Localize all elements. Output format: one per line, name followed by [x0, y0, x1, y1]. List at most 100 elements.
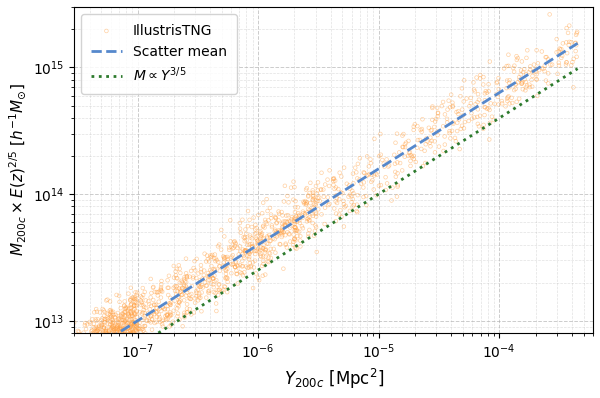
IllustrisTNG [284, 218, 293, 224]
IllustrisTNG [110, 358, 120, 365]
IllustrisTNG [132, 325, 142, 332]
IllustrisTNG [220, 283, 229, 290]
IllustrisTNG [377, 157, 387, 163]
IllustrisTNG [485, 107, 494, 113]
IllustrisTNG [122, 320, 131, 326]
IllustrisTNG [176, 289, 185, 295]
IllustrisTNG [261, 254, 271, 260]
IllustrisTNG [129, 322, 139, 328]
IllustrisTNG [125, 305, 134, 312]
IllustrisTNG [257, 263, 267, 269]
IllustrisTNG [494, 75, 503, 81]
IllustrisTNG [119, 326, 129, 332]
IllustrisTNG [115, 334, 125, 340]
IllustrisTNG [505, 84, 514, 90]
IllustrisTNG [119, 302, 129, 309]
IllustrisTNG [336, 189, 346, 195]
IllustrisTNG [450, 135, 460, 141]
IllustrisTNG [91, 347, 100, 354]
IllustrisTNG [484, 88, 493, 94]
IllustrisTNG [68, 359, 77, 365]
IllustrisTNG [127, 300, 136, 307]
IllustrisTNG [186, 268, 196, 274]
IllustrisTNG [171, 272, 181, 279]
IllustrisTNG [241, 226, 250, 232]
IllustrisTNG [106, 339, 115, 346]
IllustrisTNG [100, 336, 110, 343]
IllustrisTNG [77, 343, 87, 349]
$M \propto Y^{3/5}$ [527, 96, 534, 101]
IllustrisTNG [214, 242, 224, 248]
IllustrisTNG [466, 100, 476, 106]
IllustrisTNG [571, 32, 581, 38]
IllustrisTNG [373, 172, 382, 178]
IllustrisTNG [131, 327, 141, 334]
IllustrisTNG [116, 311, 126, 318]
IllustrisTNG [312, 249, 322, 255]
IllustrisTNG [78, 355, 88, 361]
IllustrisTNG [137, 332, 147, 339]
IllustrisTNG [385, 162, 394, 168]
IllustrisTNG [115, 326, 125, 332]
IllustrisTNG [545, 61, 555, 68]
IllustrisTNG [481, 104, 490, 111]
IllustrisTNG [278, 223, 287, 230]
IllustrisTNG [473, 121, 482, 127]
IllustrisTNG [209, 289, 218, 295]
IllustrisTNG [86, 350, 95, 357]
IllustrisTNG [85, 367, 94, 373]
IllustrisTNG [89, 363, 98, 370]
IllustrisTNG [179, 310, 189, 316]
IllustrisTNG [206, 263, 216, 269]
IllustrisTNG [175, 300, 184, 306]
IllustrisTNG [128, 324, 137, 330]
IllustrisTNG [244, 242, 254, 248]
IllustrisTNG [265, 250, 275, 257]
IllustrisTNG [179, 276, 189, 283]
IllustrisTNG [109, 312, 118, 318]
IllustrisTNG [331, 211, 341, 217]
IllustrisTNG [494, 86, 503, 92]
IllustrisTNG [146, 303, 156, 309]
IllustrisTNG [95, 347, 104, 354]
IllustrisTNG [532, 47, 541, 53]
IllustrisTNG [278, 229, 288, 235]
IllustrisTNG [146, 290, 156, 296]
IllustrisTNG [286, 218, 295, 224]
IllustrisTNG [71, 359, 80, 365]
IllustrisTNG [172, 275, 181, 281]
IllustrisTNG [72, 367, 82, 374]
IllustrisTNG [85, 343, 95, 349]
IllustrisTNG [100, 354, 110, 361]
IllustrisTNG [241, 247, 251, 253]
IllustrisTNG [82, 367, 91, 373]
IllustrisTNG [263, 258, 272, 264]
IllustrisTNG [518, 78, 527, 85]
IllustrisTNG [452, 119, 462, 126]
IllustrisTNG [74, 362, 84, 368]
IllustrisTNG [121, 335, 130, 341]
IllustrisTNG [126, 329, 136, 335]
IllustrisTNG [88, 360, 97, 366]
IllustrisTNG [197, 289, 206, 296]
IllustrisTNG [110, 314, 120, 320]
IllustrisTNG [400, 154, 409, 160]
IllustrisTNG [68, 379, 77, 386]
IllustrisTNG [94, 349, 103, 356]
IllustrisTNG [272, 232, 282, 238]
IllustrisTNG [485, 120, 495, 126]
IllustrisTNG [411, 159, 421, 165]
IllustrisTNG [76, 348, 85, 355]
IllustrisTNG [230, 243, 240, 250]
IllustrisTNG [85, 358, 95, 365]
IllustrisTNG [101, 347, 110, 353]
IllustrisTNG [229, 245, 238, 251]
IllustrisTNG [92, 326, 102, 332]
IllustrisTNG [302, 201, 311, 207]
IllustrisTNG [67, 363, 76, 369]
IllustrisTNG [67, 356, 77, 362]
IllustrisTNG [196, 283, 206, 290]
Scatter mean [369, 170, 376, 175]
IllustrisTNG [129, 334, 139, 340]
IllustrisTNG [182, 285, 192, 291]
